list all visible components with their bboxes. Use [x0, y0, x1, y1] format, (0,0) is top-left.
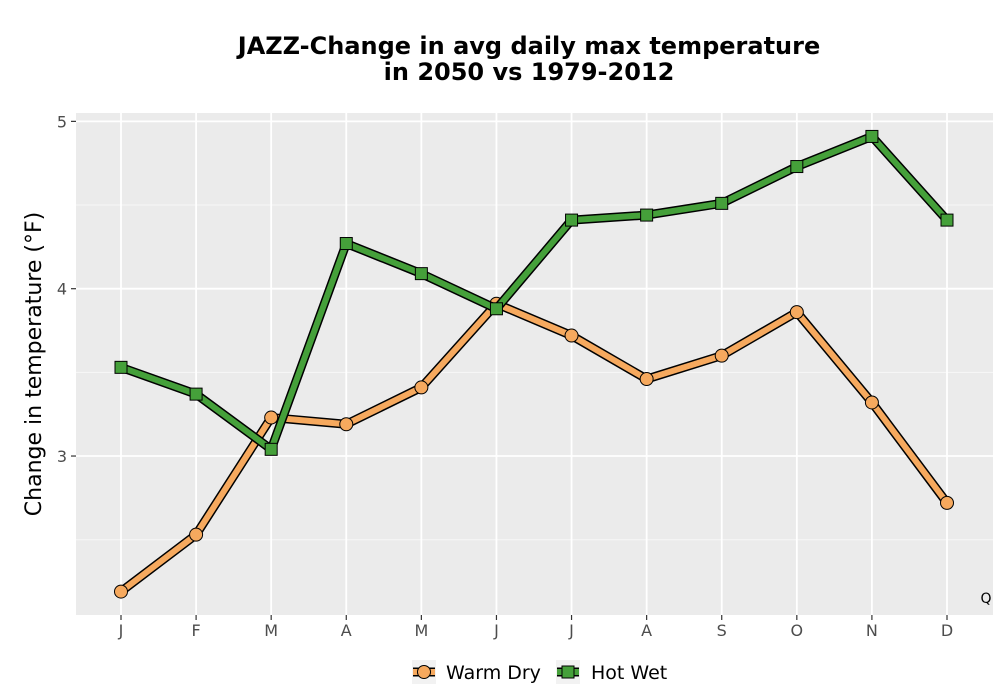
x-tick-label: A	[341, 621, 352, 640]
data-point	[940, 213, 954, 227]
grid-minor	[76, 204, 993, 541]
data-point	[414, 380, 429, 395]
data-point	[564, 328, 579, 343]
data-point	[264, 442, 278, 456]
data-point	[264, 410, 279, 425]
data-point	[565, 213, 579, 227]
data-point	[714, 348, 729, 363]
x-tick-label: O	[791, 621, 804, 640]
data-point	[789, 305, 804, 320]
x-tick-label: J	[118, 621, 124, 640]
grid-major	[76, 113, 993, 615]
legend-label: Hot Wet	[591, 662, 667, 684]
data-point	[639, 372, 654, 387]
data-point	[865, 129, 879, 143]
data-point	[489, 302, 503, 316]
x-tick-label: F	[191, 621, 200, 640]
y-tick-label: 4	[57, 280, 67, 299]
chart-title-line2: in 2050 vs 1979-2012	[384, 58, 675, 86]
chart-title-line1: JAZZ-Change in avg daily max temperature	[236, 32, 820, 60]
data-point	[940, 495, 954, 510]
series-2	[114, 129, 954, 456]
x-tick-label: A	[641, 621, 652, 640]
data-point	[864, 395, 879, 410]
corner-note: Q	[980, 591, 991, 607]
x-tick-label: N	[866, 621, 878, 640]
y-tick-label: 5	[57, 112, 67, 131]
x-tick-label: J	[568, 621, 574, 640]
y-axis-label: Change in temperature (°F)	[22, 212, 47, 516]
data-point	[339, 237, 353, 251]
y-tick-label: 3	[57, 447, 67, 466]
legend-label: Warm Dry	[446, 662, 541, 684]
data-point	[640, 208, 654, 222]
x-tick-label: J	[493, 621, 499, 640]
data-point	[189, 527, 204, 542]
legend-key-marker	[417, 665, 431, 679]
series-line	[118, 133, 950, 453]
x-tick-label: M	[414, 621, 428, 640]
data-point	[715, 196, 729, 210]
y-axis: 3 4 5	[57, 112, 76, 466]
legend-key-marker	[561, 665, 575, 679]
data-point	[114, 360, 128, 374]
legend: Warm Dry Hot Wet	[412, 660, 667, 684]
x-tick-label: D	[941, 621, 953, 640]
data-point	[189, 387, 203, 401]
data-point	[339, 417, 354, 432]
data-point	[414, 267, 428, 281]
series-layer	[114, 129, 954, 599]
data-point	[790, 160, 804, 174]
x-tick-label: M	[264, 621, 278, 640]
data-point	[114, 584, 128, 599]
x-tick-label: S	[717, 621, 727, 640]
